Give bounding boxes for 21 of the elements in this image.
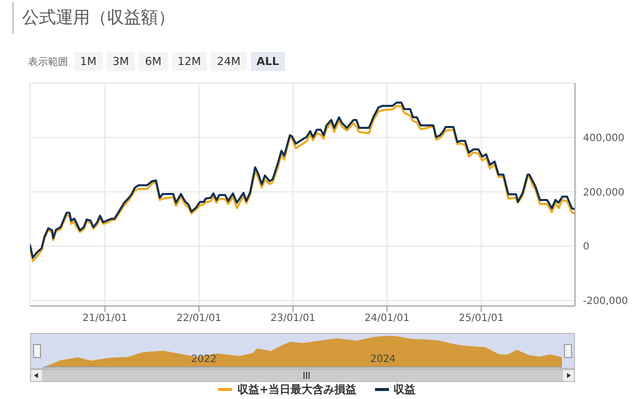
x-tick-label: 2024 <box>370 354 396 365</box>
x-tick-label: 2022 <box>191 354 217 365</box>
y-tick-label: 200,000 <box>583 187 624 198</box>
text: 表示範囲 <box>28 56 68 68</box>
legend-label: 収益 <box>392 382 416 397</box>
range-button: 1M <box>74 52 102 71</box>
range-button: ALL <box>250 52 286 71</box>
range-button: 3M <box>106 52 135 71</box>
legend-label: 収益+当日最大含み損益 <box>236 382 357 397</box>
range-button: 12M <box>172 52 207 71</box>
x-tick-label: 23/01/01 <box>270 313 316 324</box>
x-tick-label: 21/01/01 <box>82 313 128 324</box>
chart-title: 公式運用（収益額） <box>22 7 175 29</box>
x-tick-label: 25/01/01 <box>458 313 504 324</box>
y-tick-label: 0 <box>583 242 590 253</box>
x-tick-label: 22/01/01 <box>176 313 222 324</box>
y-tick-label: -200,000 <box>583 296 628 308</box>
range-button: 6M <box>139 52 168 71</box>
y-tick-label: 400,000 <box>583 132 624 144</box>
x-tick-label: 24/01/01 <box>364 313 410 324</box>
range-button: 24M <box>211 52 246 71</box>
